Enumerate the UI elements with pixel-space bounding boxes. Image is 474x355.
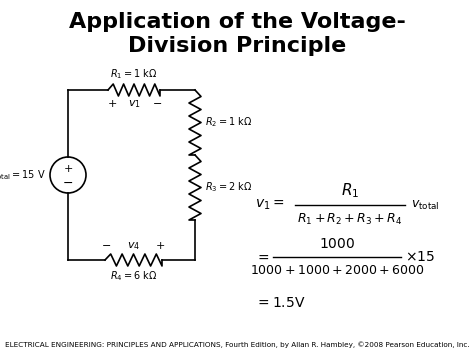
Text: $=$: $=$: [255, 250, 270, 264]
Text: −: −: [102, 241, 112, 251]
Text: $R_1$: $R_1$: [341, 182, 359, 200]
Text: $\times 15$: $\times 15$: [405, 250, 435, 264]
Text: $R_3 = 2\ \mathrm{k\Omega}$: $R_3 = 2\ \mathrm{k\Omega}$: [205, 181, 252, 195]
Text: $v_4$: $v_4$: [127, 240, 140, 252]
Text: $R_4 = 6\ \mathrm{k\Omega}$: $R_4 = 6\ \mathrm{k\Omega}$: [110, 269, 157, 283]
Text: $v_{\mathrm{total}} = 15\ \mathrm{V}$: $v_{\mathrm{total}} = 15\ \mathrm{V}$: [0, 168, 46, 182]
Text: +: +: [155, 241, 164, 251]
Text: $= 1.5\mathrm{V}$: $= 1.5\mathrm{V}$: [255, 296, 305, 310]
Text: $R_2 = 1\ \mathrm{k\Omega}$: $R_2 = 1\ \mathrm{k\Omega}$: [205, 116, 252, 130]
Text: Division Principle: Division Principle: [128, 36, 346, 56]
Text: −: −: [63, 176, 73, 190]
Text: +: +: [64, 164, 73, 174]
Text: $1000$: $1000$: [319, 237, 355, 251]
Text: $1000+1000+2000+6000$: $1000+1000+2000+6000$: [250, 264, 424, 278]
Text: −: −: [153, 99, 163, 109]
Text: $v_1 =$: $v_1 =$: [255, 198, 284, 212]
Text: $R_1 + R_2 + R_3 + R_4$: $R_1 + R_2 + R_3 + R_4$: [297, 212, 403, 226]
Text: Application of the Voltage-: Application of the Voltage-: [69, 12, 405, 32]
Text: ELECTRICAL ENGINEERING: PRINCIPLES AND APPLICATIONS, Fourth Edition, by Allan R.: ELECTRICAL ENGINEERING: PRINCIPLES AND A…: [5, 342, 469, 348]
Text: $v_{\mathrm{total}}$: $v_{\mathrm{total}}$: [411, 198, 440, 212]
Text: +: +: [107, 99, 117, 109]
Text: $R_1 = 1\ \mathrm{k\Omega}$: $R_1 = 1\ \mathrm{k\Omega}$: [110, 67, 158, 81]
Text: $v_1$: $v_1$: [128, 98, 140, 110]
